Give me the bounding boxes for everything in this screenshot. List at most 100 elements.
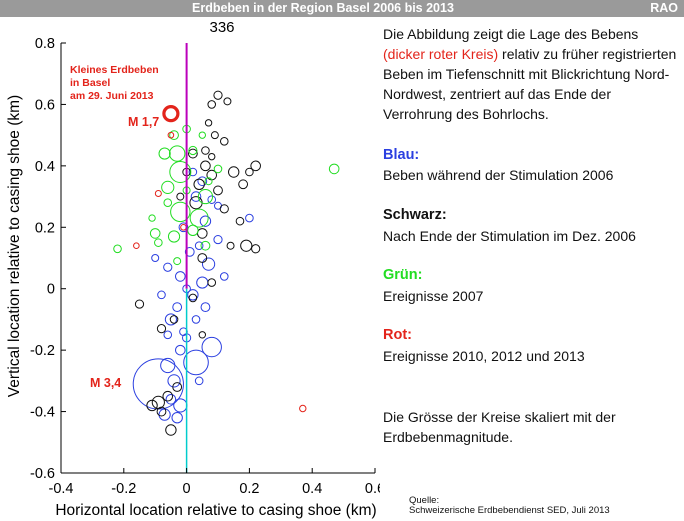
bubble-blau [188,167,198,177]
y-axis-label: Vertical location relative to casing sho… [6,95,23,397]
bubble-schwarz [238,179,249,190]
source-note: Quelle: Schweizerische Erdbebendienst SE… [409,496,610,516]
legend-black-text: Nach Ende der Stimulation im Dez. 2006 [383,228,636,244]
bubble-blau [194,241,204,251]
y-tick-label: 0 [47,282,55,298]
bubble-grün [158,147,171,160]
bubble-grün [188,145,198,156]
bubble-blau [219,272,229,281]
bubble-schwarz [213,90,223,100]
bubble-grün [168,145,186,162]
bubble-grün [173,257,182,266]
bubble-schwarz [151,395,165,409]
x-tick-label: 0 [183,481,191,497]
bubble-schwarz [189,196,203,210]
y-tick-label: -0.2 [30,343,55,359]
bubble-schwarz [228,166,240,178]
bubble-schwarz [193,178,205,190]
bubble-grün [213,164,223,174]
bubble-blau [201,257,216,271]
annotation-line-3: am 29. Juni 2013 [70,90,154,102]
bubble-blau [207,195,217,204]
x-tick-label: 0.6 [365,481,380,497]
bubble-schwarz [169,315,179,324]
bubble-schwarz [197,253,208,263]
bubble-schwarz [172,382,183,392]
bubble-blau [184,246,195,257]
bubble-grün [113,244,122,254]
bubble-schwarz [204,119,213,127]
bubble-layer [113,90,340,436]
axes [60,43,375,474]
bubble-blau [175,271,186,282]
bubble-blau [187,289,199,301]
bubble-schwarz [188,293,198,303]
brand-logo: RAO [650,1,678,15]
page-title: Erdbeben in der Region Basel 2006 bis 20… [192,1,454,15]
bubble-blau [171,412,183,424]
bubble-grün [167,230,181,243]
bubble-grün [204,177,213,186]
bubble-grün [161,180,175,194]
bubble-schwarz [156,406,167,417]
bubble-grün [154,238,163,247]
y-tick-label: 0.2 [35,220,55,236]
description-text: Die Abbildung zeigt die Lage des Bebens … [383,24,683,124]
x-tick-label: -0.2 [111,481,136,497]
size-note: Die Grösse der Kreise skaliert mit der E… [383,409,616,445]
bubble-rot [167,131,175,139]
bubble-schwarz [208,152,216,161]
bubble-blau [165,393,177,405]
bubble-blau [172,302,183,313]
bubble-schwarz [146,399,158,412]
bubble-grün [148,214,156,222]
bubble-blau [194,376,204,386]
source-label: Quelle: [409,495,440,506]
bubble-blau [167,374,181,388]
bubble-schwarz [219,136,229,146]
bubble-grün [169,130,179,141]
bubble-grün [328,163,340,175]
bubble-schwarz [187,148,198,159]
bubble-grün [149,228,161,239]
bubble-schwarz [226,241,235,250]
bubble-schwarz [213,185,223,196]
bubble-blau [183,349,209,376]
bubble-blau [245,213,254,223]
legend-blue-text: Beben während der Stimulation 2006 [383,167,614,183]
annotation-m34: M 3,4 [90,376,121,390]
bubble-schwarz [240,239,253,252]
bubble-grün [187,224,199,237]
x-axis-label: Horizontal location relative to casing s… [55,502,376,519]
bubble-rot [299,404,307,413]
bubble-grün [200,240,211,251]
bubble-schwarz [201,146,210,155]
bubble-blau [199,215,212,227]
description-part-2: relativ zu früher registrierten Beben im… [383,46,677,122]
bubble-schwarz [245,167,254,177]
bubble-blau [201,336,222,358]
y-tick-label: -0.4 [30,405,55,421]
description-part-1: Die Abbildung zeigt die Lage des Bebens [383,26,639,42]
bubble-blau [200,302,211,313]
bubble-schwarz [219,204,229,214]
legend-black-label: Schwarz: [383,207,447,223]
legend-blue-label: Blau: [383,147,420,163]
bubble-blau [158,408,171,421]
bubble-grün [170,201,191,223]
y-tick-label: 0.8 [35,36,55,52]
bubble-schwarz [250,160,261,172]
bubble-grün [189,208,209,228]
bubble-schwarz [251,244,261,254]
bubble-blau [132,358,184,410]
bubble-schwarz [162,390,174,402]
bubble-schwarz [200,160,211,172]
well-azimuth-label: 336 [209,19,234,36]
y-tick-label: 0.4 [35,159,55,175]
legend-green-label: Grün: [383,267,423,283]
bubble-rot [180,223,187,231]
bubble-grün [163,198,173,208]
bubble-blau [163,330,173,340]
bubble-schwarz [235,216,245,226]
annotation-line-1: Kleines Erdbeben [70,64,159,76]
